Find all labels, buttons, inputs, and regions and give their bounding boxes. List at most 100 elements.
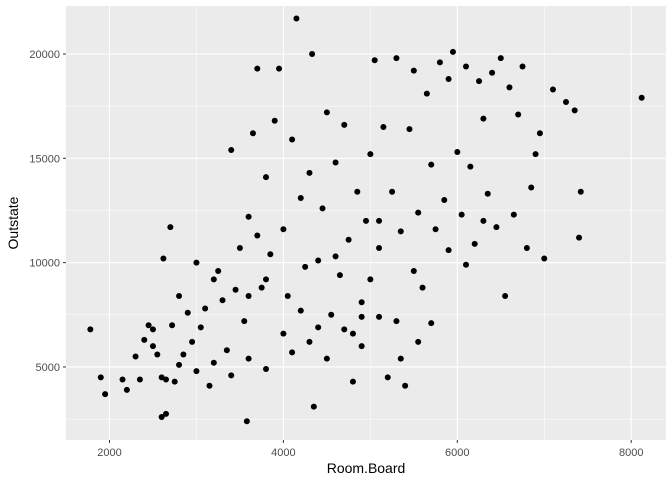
data-point — [310, 403, 317, 410]
data-point — [263, 366, 269, 373]
data-point — [380, 124, 387, 131]
y-axis: 5000 10000 15000 20000 — [29, 49, 66, 374]
data-point — [441, 197, 448, 204]
data-point — [197, 324, 204, 331]
data-point — [480, 217, 487, 224]
data-point — [141, 336, 148, 343]
data-point — [293, 15, 300, 22]
data-point — [297, 307, 304, 314]
data-point — [263, 276, 269, 283]
data-point — [102, 391, 109, 398]
data-point — [528, 184, 535, 191]
data-point — [384, 374, 391, 381]
data-point — [358, 313, 365, 320]
data-point — [119, 376, 126, 383]
data-point — [367, 151, 374, 158]
data-point — [445, 247, 452, 254]
data-point — [315, 257, 322, 264]
data-point — [510, 211, 517, 218]
data-point — [289, 349, 296, 356]
data-point — [236, 245, 243, 252]
data-point — [376, 245, 383, 252]
data-point — [577, 188, 584, 195]
data-point — [463, 63, 469, 70]
data-point — [371, 57, 378, 64]
data-point — [149, 343, 156, 350]
data-point — [341, 121, 348, 128]
data-point — [502, 293, 509, 300]
data-point — [563, 98, 569, 105]
data-point — [376, 313, 383, 320]
data-point — [428, 320, 435, 327]
data-point — [280, 330, 287, 337]
data-point — [254, 232, 261, 239]
data-point — [232, 286, 239, 293]
data-point — [436, 59, 443, 66]
data-point — [267, 251, 274, 258]
data-point — [467, 163, 474, 170]
y-tick-label: 5000 — [36, 362, 60, 374]
data-point — [184, 309, 191, 316]
data-point — [449, 48, 456, 55]
data-point — [210, 276, 217, 283]
y-axis-title: Outstate — [5, 196, 21, 249]
data-point — [302, 263, 309, 270]
data-point — [228, 146, 235, 153]
data-point — [136, 376, 143, 383]
data-point — [638, 94, 645, 101]
y-tick-label: 15000 — [29, 153, 60, 165]
data-point — [158, 414, 165, 421]
x-axis: 2000 4000 6000 8000 — [97, 440, 643, 459]
data-point — [176, 361, 183, 368]
data-point — [393, 318, 400, 325]
data-point — [397, 228, 404, 235]
data-point — [419, 284, 426, 291]
x-tick-label: 6000 — [445, 447, 469, 459]
data-point — [210, 359, 217, 366]
data-point — [306, 338, 313, 345]
data-point — [215, 267, 222, 274]
data-point — [415, 338, 422, 345]
data-point — [169, 322, 176, 329]
data-point — [132, 353, 139, 360]
data-point — [202, 305, 209, 312]
data-point — [515, 111, 522, 118]
data-point — [480, 115, 487, 122]
data-point — [397, 355, 404, 362]
data-point — [323, 109, 330, 116]
data-point — [423, 90, 430, 97]
data-point — [541, 255, 548, 262]
data-point — [432, 226, 439, 233]
data-point — [245, 355, 252, 362]
data-point — [458, 211, 465, 218]
data-point — [319, 205, 326, 212]
data-point — [428, 161, 435, 168]
data-point — [336, 272, 343, 279]
data-points — [87, 15, 645, 425]
data-point — [341, 326, 348, 333]
data-point — [280, 226, 287, 233]
data-point — [97, 374, 104, 381]
data-point — [149, 326, 156, 333]
data-point — [376, 217, 383, 224]
x-tick-label: 8000 — [619, 447, 643, 459]
data-point — [410, 67, 417, 74]
data-point — [484, 190, 491, 197]
data-point — [358, 343, 365, 350]
data-point — [245, 213, 252, 220]
data-point — [243, 418, 250, 425]
data-point — [497, 55, 504, 62]
data-point — [163, 410, 169, 417]
data-point — [223, 347, 230, 354]
minor-gridlines — [66, 6, 666, 440]
data-point — [519, 63, 526, 70]
data-point — [389, 188, 396, 195]
data-point — [309, 50, 316, 57]
data-point — [410, 267, 417, 274]
data-point — [463, 261, 469, 268]
data-point — [402, 382, 409, 389]
data-point — [406, 126, 413, 133]
data-point — [323, 355, 330, 362]
data-point — [332, 253, 339, 260]
